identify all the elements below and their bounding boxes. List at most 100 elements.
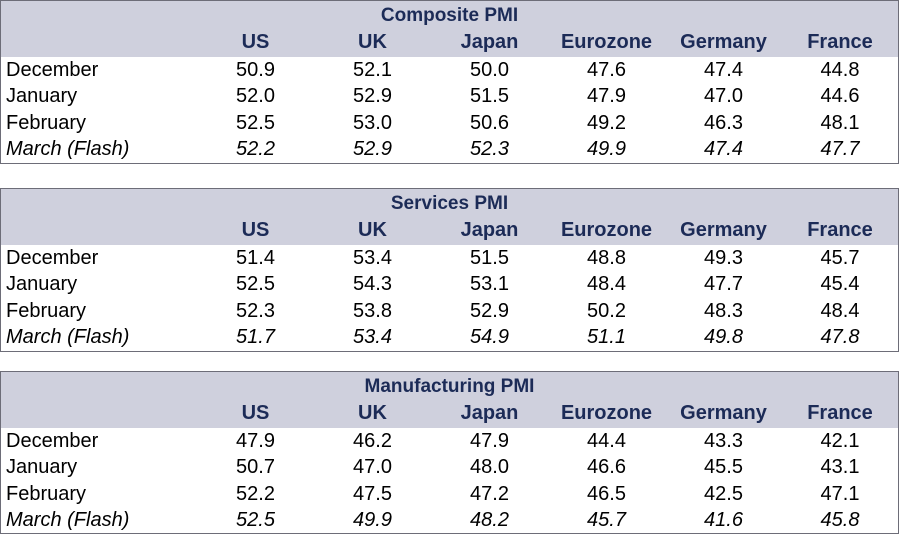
cell-value: 51.5 (470, 85, 509, 108)
table-title: Composite PMI (380, 5, 519, 26)
cell-value: 52.2 (236, 482, 275, 505)
table-row: December 51.4 53.4 51.5 48.8 49.3 45.7 (1, 245, 898, 272)
table-header: Manufacturing PMI US UK Japan Eurozone G… (1, 372, 898, 428)
row-label: March (Flash) (6, 509, 130, 532)
cell-value: 49.2 (587, 111, 626, 134)
cell-value: 45.8 (820, 509, 860, 532)
table-row: February 52.5 53.0 50.6 49.2 46.3 48.1 (1, 110, 898, 137)
column-header-france: France (807, 402, 873, 424)
column-header-row: US UK Japan Eurozone Germany France (1, 28, 898, 57)
table-header: Composite PMI US UK Japan Eurozone Germa… (1, 1, 898, 57)
column-header-us: US (241, 402, 270, 424)
cell-value: 50.0 (470, 58, 509, 81)
cell-value: 52.1 (353, 58, 392, 81)
column-header-france: France (807, 31, 873, 53)
cell-value: 44.8 (820, 58, 860, 81)
cell-value: 45.5 (704, 456, 743, 479)
column-header-eurozone: Eurozone (560, 402, 653, 424)
cell-value: 52.5 (236, 273, 275, 296)
column-header-uk: UK (358, 402, 387, 424)
cell-value: 51.4 (236, 246, 275, 269)
cell-value: 44.6 (820, 85, 860, 108)
cell-value: 46.6 (587, 456, 626, 479)
cell-value: 47.1 (820, 482, 860, 505)
cell-value: 42.1 (820, 429, 860, 452)
cell-value: 49.3 (704, 246, 743, 269)
cell-value: 50.2 (587, 299, 626, 322)
cell-value: 53.4 (353, 326, 392, 349)
services-pmi-table: Services PMI US UK Japan Eurozone German… (0, 188, 899, 352)
cell-value: 52.3 (236, 299, 275, 322)
row-label: January (6, 456, 78, 479)
table-title: Services PMI (390, 193, 509, 214)
cell-value: 51.7 (236, 326, 275, 349)
column-header-germany: Germany (680, 219, 767, 241)
cell-value: 52.0 (236, 85, 275, 108)
cell-value: 45.4 (820, 273, 860, 296)
cell-value: 47.9 (236, 429, 275, 452)
cell-value: 47.6 (587, 58, 626, 81)
cell-value: 52.9 (353, 85, 392, 108)
cell-value: 46.2 (353, 429, 392, 452)
cell-value: 43.1 (820, 456, 860, 479)
row-label: March (Flash) (6, 326, 130, 349)
column-header-us: US (241, 31, 270, 53)
cell-value: 53.4 (353, 246, 392, 269)
cell-value: 42.5 (704, 482, 743, 505)
cell-value: 51.5 (470, 246, 509, 269)
cell-value: 46.3 (704, 111, 743, 134)
cell-value: 45.7 (587, 509, 626, 532)
column-header-germany: Germany (680, 402, 767, 424)
cell-value: 50.9 (236, 58, 275, 81)
column-header-eurozone: Eurozone (560, 31, 653, 53)
cell-value: 53.1 (470, 273, 509, 296)
cell-value: 53.8 (353, 299, 392, 322)
cell-value: 48.8 (587, 246, 626, 269)
cell-value: 50.6 (470, 111, 509, 134)
row-label: February (6, 299, 87, 322)
column-header-uk: UK (358, 219, 387, 241)
cell-value: 47.9 (470, 429, 509, 452)
cell-value: 46.5 (587, 482, 626, 505)
column-header-eurozone: Eurozone (560, 219, 653, 241)
table-row: March (Flash) 52.2 52.9 52.3 49.9 47.4 4… (1, 137, 898, 164)
cell-value: 47.4 (704, 138, 743, 161)
column-header-japan: Japan (460, 31, 519, 53)
cell-value: 53.0 (353, 111, 392, 134)
cell-value: 48.2 (470, 509, 509, 532)
cell-value: 47.9 (587, 85, 626, 108)
cell-value: 47.0 (353, 456, 392, 479)
cell-value: 41.6 (704, 509, 743, 532)
cell-value: 52.9 (353, 138, 392, 161)
cell-value: 52.2 (236, 138, 275, 161)
table-row: December 47.9 46.2 47.9 44.4 43.3 42.1 (1, 428, 898, 455)
cell-value: 54.9 (470, 326, 509, 349)
table-row: March (Flash) 51.7 53.4 54.9 51.1 49.8 4… (1, 325, 898, 352)
cell-value: 47.0 (704, 85, 743, 108)
cell-value: 45.7 (820, 246, 860, 269)
cell-value: 52.3 (470, 138, 509, 161)
row-label: February (6, 482, 87, 505)
cell-value: 51.1 (587, 326, 626, 349)
cell-value: 52.5 (236, 111, 275, 134)
cell-value: 48.3 (704, 299, 743, 322)
row-label: December (6, 246, 99, 269)
row-label: December (6, 429, 99, 452)
table-title: Manufacturing PMI (364, 376, 535, 397)
table-row: January 50.7 47.0 48.0 46.6 45.5 43.1 (1, 455, 898, 482)
table-row: February 52.3 53.8 52.9 50.2 48.3 48.4 (1, 298, 898, 325)
cell-value: 43.3 (704, 429, 743, 452)
table-row: February 52.2 47.5 47.2 46.5 42.5 47.1 (1, 481, 898, 508)
cell-value: 47.7 (820, 138, 860, 161)
manufacturing-pmi-table: Manufacturing PMI US UK Japan Eurozone G… (0, 371, 899, 534)
column-header-japan: Japan (460, 219, 519, 241)
row-label: February (6, 111, 87, 134)
row-label: March (Flash) (6, 138, 130, 161)
table-row: December 50.9 52.1 50.0 47.6 47.4 44.8 (1, 57, 898, 84)
column-header-row: US UK Japan Eurozone Germany France (1, 399, 898, 428)
cell-value: 52.9 (470, 299, 509, 322)
composite-pmi-table: Composite PMI US UK Japan Eurozone Germa… (0, 0, 899, 164)
table-row: January 52.5 54.3 53.1 48.4 47.7 45.4 (1, 272, 898, 299)
cell-value: 48.4 (820, 299, 860, 322)
row-label: December (6, 58, 99, 81)
